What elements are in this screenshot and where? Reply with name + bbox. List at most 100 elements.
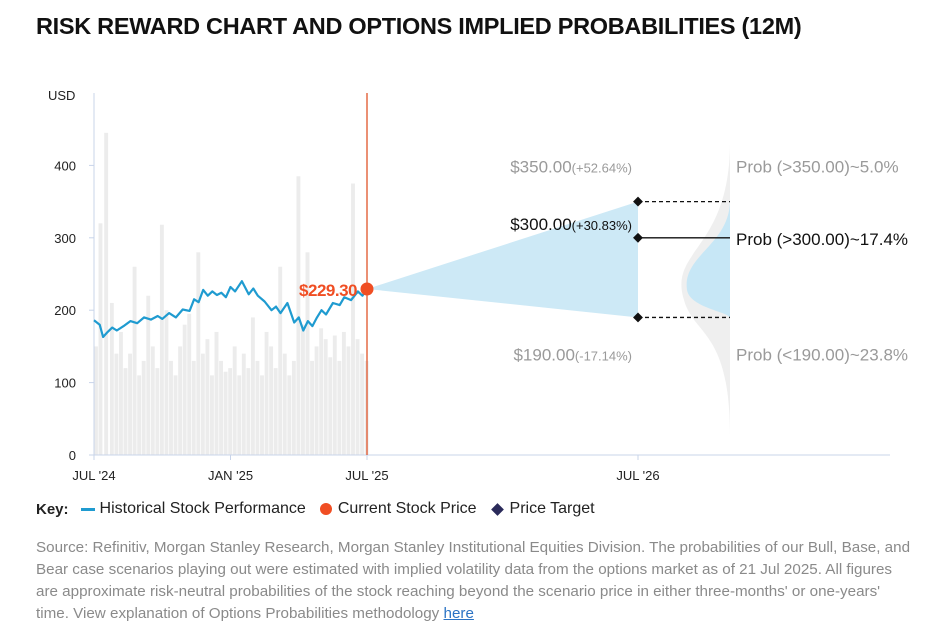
legend-item-historical: Historical Stock Performance [80, 500, 306, 518]
volume-bar [314, 346, 319, 455]
volume-bar [237, 375, 242, 455]
legend-label-current-price: Current Stock Price [337, 500, 477, 517]
volume-bar [128, 353, 132, 455]
volume-bar [341, 331, 346, 455]
x-tick-label: JUL '24 [72, 468, 115, 483]
volume-bar [355, 339, 360, 455]
target-label-300-price: $300.00 [510, 215, 571, 234]
volume-bar [94, 346, 98, 455]
volume-bar [159, 224, 164, 455]
y-tick-label: 100 [54, 376, 76, 391]
volume-bar [282, 353, 287, 455]
volume-bar [291, 360, 296, 455]
y-tick-label: 300 [54, 231, 76, 246]
probability-label: Prob (>300.00)~17.4% [736, 230, 908, 249]
volume-bar [246, 368, 251, 455]
volume-bar [123, 368, 128, 455]
y-tick-label: 400 [54, 158, 76, 173]
volume-bar [255, 360, 260, 455]
volume-bar [287, 375, 292, 455]
volume-bar [264, 331, 269, 455]
x-tick-label: JAN '25 [208, 468, 253, 483]
volume-bar [155, 368, 160, 455]
volume-bar [214, 331, 219, 455]
volume-bar [337, 360, 342, 455]
volume-bar [323, 339, 328, 455]
volume-bar [346, 346, 351, 455]
volume-bar [191, 360, 196, 455]
volume-bar [228, 368, 233, 455]
probability-label: Prob (<190.00)~23.8% [736, 345, 908, 364]
volume-bar [210, 375, 214, 455]
price-cone [367, 201, 638, 318]
legend-label-price-target: Price Target [509, 500, 595, 517]
x-tick-label: JUL '25 [345, 468, 388, 483]
volume-bar [173, 375, 178, 455]
legend: Key: Historical Stock Performance Curren… [36, 500, 609, 518]
volume-bar [360, 353, 365, 455]
volume-bar [232, 346, 237, 455]
y-tick-label: 200 [54, 303, 76, 318]
volume-bar [351, 183, 355, 455]
volume-bar [328, 357, 333, 455]
risk-reward-chart: USD 0 100 200 300 400 JUL '24 JAN '25 JUL '25 JUL… [48, 88, 908, 483]
probability-label: Prob (>350.00)~5.0% [736, 158, 899, 177]
target-label-190-pct: (-17.14%) [575, 348, 632, 363]
volume-bar [296, 176, 301, 455]
legend-item-current-price: Current Stock Price [319, 500, 477, 518]
volume-bar [98, 223, 103, 455]
volume-bar [310, 360, 314, 455]
target-label-350-price: $350.00 [510, 158, 571, 177]
volume-bar [141, 360, 146, 455]
target-label-350-pct: (+52.64%) [572, 161, 632, 176]
volume-bar [114, 353, 119, 455]
legend-line-swatch [80, 507, 95, 511]
volume-bar [169, 360, 173, 455]
price-target-diamond [633, 312, 643, 323]
volume-bar [301, 324, 305, 455]
volume-bar [278, 266, 283, 455]
volume-bar [119, 331, 123, 455]
volume-bar [182, 324, 187, 455]
y-axis-label: USD [48, 88, 75, 103]
probability-distribution [686, 200, 730, 318]
volume-bar [164, 310, 169, 455]
source-note: Source: Refinitiv, Morgan Stanley Resear… [36, 537, 916, 625]
volume-bar [205, 339, 210, 455]
volume-bar [319, 328, 324, 455]
target-label-190-price: $190.00 [513, 345, 574, 364]
volume-bar [187, 313, 192, 455]
price-target-diamond [633, 196, 643, 207]
volume-bar [219, 360, 223, 455]
y-tick-label: 0 [69, 448, 76, 463]
volume-bar [150, 346, 155, 455]
volume-bar [196, 252, 201, 455]
volume-bar [132, 266, 137, 455]
target-label-300-pct: (+30.83%) [572, 218, 632, 233]
source-text: Source: Refinitiv, Morgan Stanley Resear… [36, 539, 911, 622]
volume-bar [273, 368, 278, 455]
current-price-label: $229.30 [299, 281, 357, 300]
volume-bar [104, 132, 109, 455]
legend-key-label: Key: [36, 500, 69, 518]
volume-bar [146, 295, 151, 455]
volume-bar [305, 252, 310, 455]
target-label-190: $190.00(-17.14%) [513, 345, 632, 364]
volume-bar [109, 302, 114, 455]
legend-dot-swatch [319, 503, 332, 515]
volume-bar [269, 346, 274, 455]
volume-bar [200, 353, 205, 455]
volume-bar [260, 375, 264, 455]
historical-price-line [93, 280, 368, 339]
current-price-dot [360, 282, 374, 296]
legend-item-price-target: Price Target [490, 500, 595, 518]
legend-label-historical: Historical Stock Performance [99, 500, 306, 517]
volume-bar [250, 317, 255, 455]
page-title: RISK REWARD CHART AND OPTIONS IMPLIED PR… [36, 13, 802, 39]
target-label-350: $350.00(+52.64%) [510, 158, 632, 177]
methodology-link[interactable]: here [443, 605, 474, 622]
volume-bar [223, 371, 228, 455]
volume-bar [178, 346, 183, 455]
volume-bar [137, 375, 142, 455]
target-label-300: $300.00(+30.83%) [510, 215, 632, 234]
